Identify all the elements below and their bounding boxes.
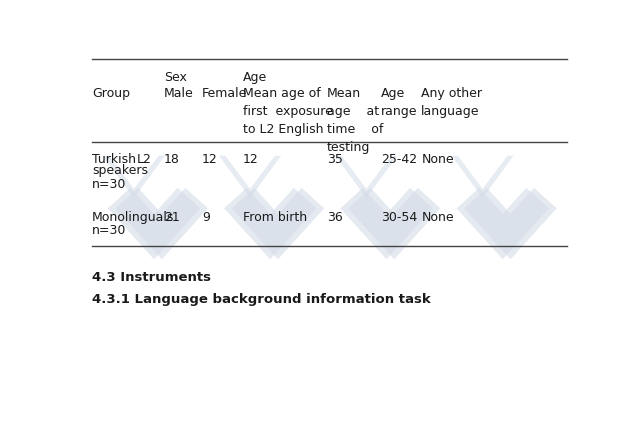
Text: Sex: Sex (164, 71, 187, 84)
Text: Any other
language: Any other language (421, 87, 482, 118)
Text: Mean
age    at
time    of
testing: Mean age at time of testing (327, 87, 383, 154)
Text: 25-42: 25-42 (381, 153, 417, 165)
Text: Age: Age (243, 71, 267, 84)
Text: L2: L2 (137, 153, 152, 165)
Text: 4.3 Instruments: 4.3 Instruments (92, 271, 211, 284)
Polygon shape (336, 156, 397, 199)
Text: Mean age of
first  exposure
to L2 English: Mean age of first exposure to L2 English (243, 87, 333, 136)
Polygon shape (219, 156, 281, 199)
Text: n=30: n=30 (92, 178, 127, 191)
Text: 36: 36 (327, 210, 343, 223)
Text: None: None (421, 153, 454, 165)
Text: n=30: n=30 (92, 223, 127, 236)
Text: From birth: From birth (243, 210, 307, 223)
Text: None: None (421, 210, 454, 223)
Text: Group: Group (92, 87, 130, 100)
Text: Turkish: Turkish (92, 153, 136, 165)
Text: Male: Male (164, 87, 194, 100)
Text: Monolinguals: Monolinguals (92, 210, 174, 223)
Text: 9: 9 (202, 210, 210, 223)
Text: Age
range: Age range (381, 87, 417, 118)
Text: Female: Female (202, 87, 248, 100)
Text: 21: 21 (164, 210, 180, 223)
Text: 35: 35 (327, 153, 343, 165)
Polygon shape (451, 156, 514, 199)
Text: 12: 12 (243, 153, 259, 165)
Text: 12: 12 (202, 153, 218, 165)
Text: 18: 18 (164, 153, 180, 165)
Text: 30-54: 30-54 (381, 210, 417, 223)
Text: speakers: speakers (92, 164, 148, 177)
Polygon shape (103, 156, 165, 199)
Text: 4.3.1 Language background information task: 4.3.1 Language background information ta… (92, 292, 431, 305)
